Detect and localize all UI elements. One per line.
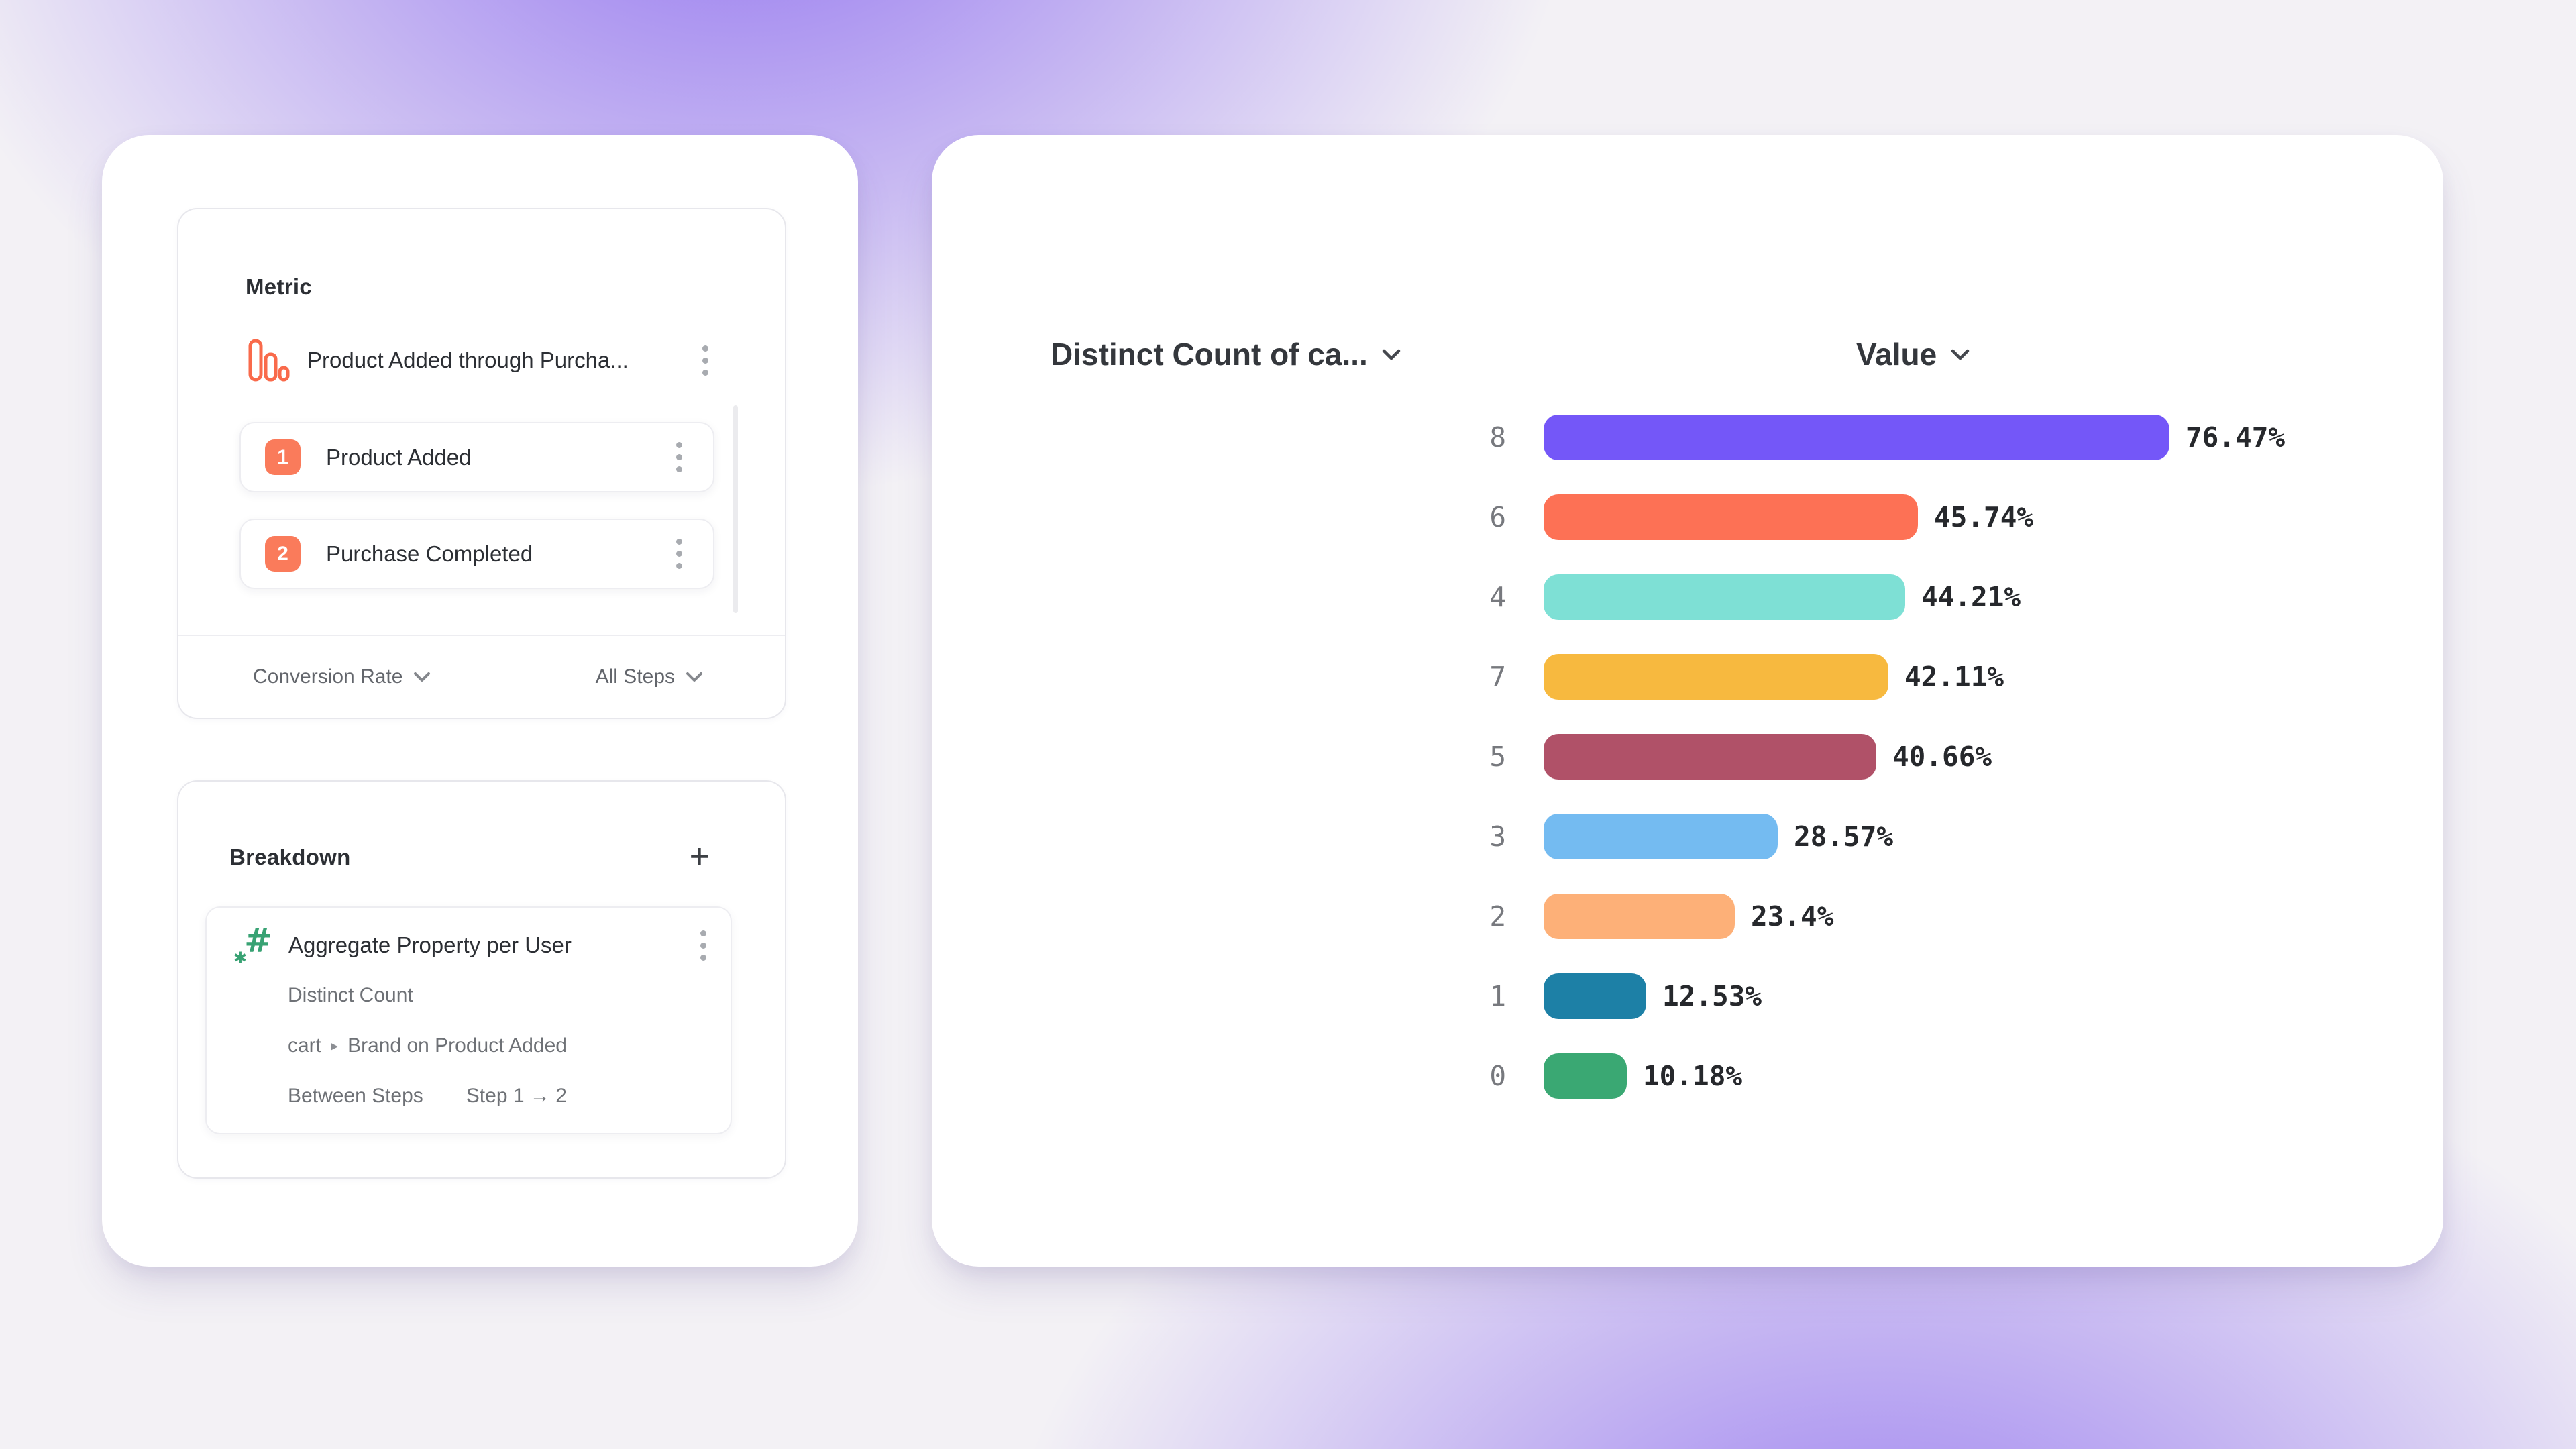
bar-wrap: 40.66% <box>1544 733 2443 780</box>
bar-wrap: 12.53% <box>1544 973 2443 1019</box>
breakdown-property: cart ▸ Brand on Product Added <box>288 1036 567 1056</box>
bar[interactable] <box>1544 494 1918 540</box>
value-column-label: Value <box>1856 337 1937 372</box>
chart-row: 5 40.66% <box>932 716 2443 796</box>
category-column-label: Distinct Count of ca... <box>1051 337 1368 372</box>
bar-category-label: 6 <box>1489 500 1506 533</box>
breakdown-card[interactable]: # ✱ Aggregate Property per User Distinct… <box>205 906 732 1134</box>
funnel-step-2[interactable]: 2 Purchase Completed <box>239 519 714 589</box>
chart-row: 2 23.4% <box>932 876 2443 956</box>
step-label: Purchase Completed <box>326 541 533 566</box>
bar-wrap: 23.4% <box>1544 893 2443 939</box>
step-number-badge: 1 <box>265 439 301 475</box>
conversion-rate-dropdown[interactable]: Conversion Rate <box>253 665 431 688</box>
bar-category-label: 4 <box>1489 580 1506 613</box>
all-steps-dropdown[interactable]: All Steps <box>596 665 703 688</box>
bar-value-label: 12.53% <box>1662 979 1762 1012</box>
category-column-header[interactable]: Distinct Count of ca... <box>1051 333 1401 375</box>
metric-event-row[interactable]: Product Added through Purcha... <box>248 338 712 382</box>
bar-category-label: 5 <box>1489 740 1506 773</box>
bar-wrap: 42.11% <box>1544 653 2443 700</box>
funnel-chart-icon <box>248 339 290 382</box>
property-event: cart <box>288 1034 322 1057</box>
breakdown-panel: Breakdown + # ✱ Aggregate Property per U… <box>177 780 786 1179</box>
bar-value-label: 28.57% <box>1794 820 1894 853</box>
metric-event-title: Product Added through Purcha... <box>307 347 629 373</box>
scrollbar[interactable] <box>733 405 738 613</box>
conversion-rate-label: Conversion Rate <box>253 665 403 688</box>
bar-category-label: 7 <box>1489 660 1506 693</box>
bar-value-label: 42.11% <box>1904 660 2004 693</box>
breakdown-header: Breakdown + <box>229 835 715 878</box>
value-column-header[interactable]: Value <box>1856 333 1970 375</box>
bar-wrap: 45.74% <box>1544 494 2443 540</box>
bar-wrap: 76.47% <box>1544 414 2443 460</box>
kebab-menu-icon[interactable] <box>696 926 710 965</box>
chevron-down-icon <box>1950 348 1970 361</box>
breakdown-measure: Distinct Count <box>288 984 413 1006</box>
bar-category-label: 3 <box>1489 820 1506 853</box>
bar-wrap: 10.18% <box>1544 1053 2443 1099</box>
metric-panel: Metric Product Added through Purcha... 1… <box>177 208 786 719</box>
between-steps-label: Between Steps <box>288 1085 423 1107</box>
query-panel-card: Metric Product Added through Purcha... 1… <box>102 135 858 1267</box>
chart-row: 3 28.57% <box>932 796 2443 876</box>
kebab-menu-icon[interactable] <box>698 341 712 380</box>
metric-footer: Conversion Rate All Steps <box>178 636 785 718</box>
chevron-down-icon <box>1381 348 1401 361</box>
chevron-down-icon <box>413 672 431 682</box>
bar[interactable] <box>1544 893 1735 939</box>
bar[interactable] <box>1544 733 1876 780</box>
kebab-menu-icon[interactable] <box>672 535 686 573</box>
step-number-badge: 2 <box>265 536 301 572</box>
bar-value-label: 10.18% <box>1643 1059 1743 1092</box>
all-steps-label: All Steps <box>595 665 675 688</box>
step-label: Product Added <box>326 444 472 470</box>
aggregate-property-icon: # ✱ <box>233 921 272 967</box>
divider <box>178 635 785 636</box>
breakdown-between-steps: Between Steps Step 1 → 2 <box>288 1086 567 1106</box>
bar-category-label: 1 <box>1489 979 1506 1012</box>
bar[interactable] <box>1544 1053 1627 1099</box>
bar-category-label: 0 <box>1489 1059 1506 1092</box>
bar-value-label: 44.21% <box>1921 580 2021 613</box>
bar[interactable] <box>1544 973 1646 1019</box>
chevron-down-icon <box>686 672 703 682</box>
breakdown-panel-title: Breakdown <box>229 844 351 869</box>
bar[interactable] <box>1544 414 2169 460</box>
bar-value-label: 45.74% <box>1934 500 2034 533</box>
between-steps-value: Step 1 → 2 <box>466 1085 567 1107</box>
chart-row: 0 10.18% <box>932 1036 2443 1116</box>
bar-category-label: 8 <box>1489 421 1506 453</box>
property-name: Brand on Product Added <box>347 1034 567 1057</box>
breakdown-card-header: # ✱ Aggregate Property per User <box>233 921 710 967</box>
triangle-right-icon: ▸ <box>331 1037 339 1054</box>
bar-value-label: 76.47% <box>2186 421 2286 453</box>
bar[interactable] <box>1544 653 1888 700</box>
bar-value-label: 23.4% <box>1751 900 1834 932</box>
chart-row: 7 42.11% <box>932 637 2443 716</box>
metric-panel-title: Metric <box>246 274 312 300</box>
chart-rows: 8 76.47% 6 45.74% 4 44.21% <box>932 397 2443 1116</box>
bar-value-label: 40.66% <box>1892 740 1992 773</box>
chart-row: 6 45.74% <box>932 477 2443 557</box>
bar-wrap: 44.21% <box>1544 574 2443 620</box>
funnel-step-1[interactable]: 1 Product Added <box>239 422 714 492</box>
chart-row: 1 12.53% <box>932 956 2443 1036</box>
chart-row: 4 44.21% <box>932 557 2443 637</box>
chart-card: Distinct Count of ca... Value 8 76.47% 6 <box>932 135 2443 1267</box>
bar[interactable] <box>1544 813 1778 859</box>
bar-category-label: 2 <box>1489 900 1506 932</box>
add-breakdown-button[interactable]: + <box>684 839 715 874</box>
kebab-menu-icon[interactable] <box>672 438 686 476</box>
bar[interactable] <box>1544 574 1905 620</box>
breakdown-card-title: Aggregate Property per User <box>288 932 572 958</box>
chart-row: 8 76.47% <box>932 397 2443 477</box>
bar-wrap: 28.57% <box>1544 813 2443 859</box>
